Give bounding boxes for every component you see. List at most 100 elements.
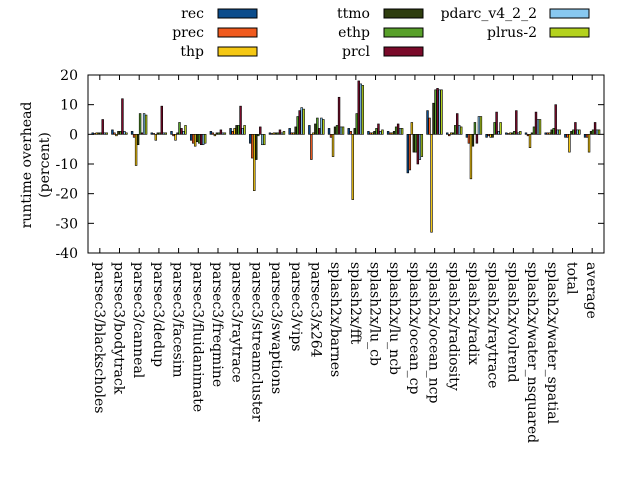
bar-thp-splash2x-raytrace	[489, 134, 492, 138]
legend-swatch-prec	[217, 27, 258, 38]
legend-swatch-prcl	[383, 46, 424, 57]
bar-prcl-average	[593, 122, 597, 135]
bar-ethp-splash2x-lu-cb	[375, 128, 378, 135]
bar-prec-parsec3-blackscholes	[93, 133, 96, 135]
bar-ttmo-splash2x-radiosity	[452, 132, 455, 135]
bar-thp-splash2x-volrend	[509, 132, 512, 135]
bar-prcl-parsec3-freqmine	[219, 129, 223, 135]
bar-plrus-2-splash2x-water-nsquared	[538, 119, 542, 135]
bar-ethp-parsec3-canneal	[138, 113, 142, 135]
legend-swatch-ethp	[383, 27, 424, 38]
y-tick-label: -40	[55, 246, 78, 262]
bar-pdarc-v4-2-2-parsec3-bodytrack	[123, 131, 126, 135]
y-axis-label-line2: (percent)	[37, 132, 53, 198]
bar-thp-splash2x-water-nsquared	[528, 134, 532, 148]
legend-swatch-ttmo	[383, 8, 424, 19]
bar-pdarc-v4-2-2-splash2x-raytrace	[497, 131, 500, 135]
bar-ttmo-splash2x-water-nsquared	[530, 132, 534, 135]
bar-plrus-2-splash2x-water-spatial	[558, 129, 561, 135]
bar-plrus-2-parsec3-dedup	[164, 132, 168, 135]
bar-prcl-parsec3-vips	[298, 110, 301, 135]
x-tick-label: splash2x/ocean_cp	[406, 262, 422, 394]
bar-rec-parsec3-x264	[308, 125, 311, 135]
bar-pdarc-v4-2-2-parsec3-x264	[320, 117, 323, 135]
legend-swatch-thp	[217, 46, 258, 57]
bar-thp-splash2x-lu-ncb	[390, 132, 394, 135]
bar-ttmo-splash2x-ocean-ncp	[432, 102, 435, 135]
bar-pdarc-v4-2-2-splash2x-radiosity	[458, 125, 461, 135]
bar-pdarc-v4-2-2-splash2x-barnes	[339, 126, 343, 135]
bar-prec-splash2x-fft	[349, 131, 352, 135]
y-axis: -40 -30 -20 -10 0 10 20	[55, 68, 604, 262]
bar-plrus-2-splash2x-ocean-cp	[420, 134, 424, 157]
bar-rec-parsec3-facesim	[170, 131, 173, 135]
x-tick-label: total	[563, 262, 579, 295]
bar-ethp-splash2x-radiosity	[454, 125, 457, 135]
bar-prcl-splash2x-lu-ncb	[396, 123, 400, 135]
bar-plrus-2-splash2x-barnes	[341, 126, 345, 135]
bar-ttmo-parsec3-fluidanimate	[195, 134, 199, 143]
bar-prec-parsec3-freqmine	[211, 132, 215, 135]
bar-prec-splash2x-raytrace	[487, 134, 490, 137]
bar-ttmo-splash2x-barnes	[333, 126, 337, 135]
bar-prec-splash2x-water-nsquared	[526, 134, 530, 137]
legend-label-prec: prec	[172, 25, 204, 41]
y-tick-label: 20	[60, 68, 78, 84]
bar-prec-parsec3-x264	[310, 134, 313, 160]
bar-pdarc-v4-2-2-parsec3-swaptions	[280, 132, 284, 135]
bar-pdarc-v4-2-2-splash2x-ocean-cp	[418, 134, 422, 160]
legend-label-prcl: prcl	[342, 44, 370, 60]
bar-rec-parsec3-vips	[288, 128, 291, 135]
bar-prcl-splash2x-volrend	[515, 110, 518, 135]
bar-rec-parsec3-swaptions	[268, 132, 272, 135]
bar-ethp-splash2x-raytrace	[493, 122, 496, 135]
bar-ethp-average	[591, 129, 595, 135]
bar-thp-parsec3-dedup	[154, 134, 158, 141]
bar-prec-parsec3-swaptions	[270, 133, 274, 135]
y-tick-label: 10	[60, 98, 78, 114]
bar-thp-parsec3-blackscholes	[95, 132, 98, 135]
plot-frame	[87, 74, 605, 254]
bar-ttmo-parsec3-facesim	[176, 132, 179, 135]
x-tick-label: parsec3/canneal	[130, 262, 146, 379]
bar-ttmo-parsec3-x264	[314, 123, 317, 135]
bar-ethp-splash2x-radix	[473, 122, 477, 135]
bar-ethp-splash2x-water-nsquared	[532, 126, 536, 135]
x-tick-label: splash2x/lu_cb	[367, 262, 383, 366]
legend-swatch-plrus-2	[549, 27, 590, 38]
bar-pdarc-v4-2-2-parsec3-canneal	[142, 113, 146, 135]
x-tick-label: parsec3/x264	[307, 262, 323, 358]
bar-ethp-splash2x-ocean-cp	[414, 134, 418, 153]
bar-prec-parsec3-fluidanimate	[191, 134, 195, 144]
x-axis: parsec3/blackscholes parsec3/bodytrack par…	[91, 75, 599, 443]
bar-prcl-splash2x-ocean-cp	[416, 134, 420, 165]
bar-ethp-parsec3-streamcluster	[257, 134, 260, 137]
bar-ethp-parsec3-fluidanimate	[197, 134, 201, 144]
bar-thp-parsec3-vips	[292, 132, 295, 135]
bar-prcl-parsec3-canneal	[140, 132, 144, 135]
bar-plrus-2-average	[597, 129, 601, 135]
bar-rec-parsec3-bodytrack	[111, 129, 114, 135]
bar-prcl-total	[574, 122, 577, 135]
bar-ethp-parsec3-bodytrack	[119, 131, 122, 135]
bar-thp-splash2x-water-spatial	[548, 132, 551, 135]
x-tick-label: parsec3/bodytrack	[111, 262, 127, 395]
bar-plrus-2-splash2x-fft	[361, 85, 364, 135]
bar-prec-average	[585, 134, 589, 138]
x-tick-label: splash2x/lu_ncb	[386, 262, 402, 375]
bar-prcl-parsec3-streamcluster	[259, 126, 262, 135]
bar-pdarc-v4-2-2-parsec3-facesim	[182, 131, 185, 135]
bar-thp-splash2x-fft	[351, 134, 354, 200]
bar-pdarc-v4-2-2-total	[576, 129, 579, 135]
bar-prec-parsec3-facesim	[172, 134, 175, 137]
bars	[91, 80, 601, 233]
bar-pdarc-v4-2-2-parsec3-dedup	[162, 132, 166, 135]
bar-ttmo-splash2x-volrend	[511, 132, 514, 135]
bar-rec-parsec3-freqmine	[209, 131, 213, 135]
bar-pdarc-v4-2-2-splash2x-volrend	[517, 132, 520, 135]
bar-prcl-splash2x-radiosity	[456, 113, 459, 135]
bar-rec-splash2x-raytrace	[485, 134, 488, 138]
bar-ethp-splash2x-fft	[355, 113, 358, 135]
bar-prcl-parsec3-facesim	[180, 128, 183, 135]
bar-plrus-2-splash2x-ocean-ncp	[440, 89, 443, 135]
